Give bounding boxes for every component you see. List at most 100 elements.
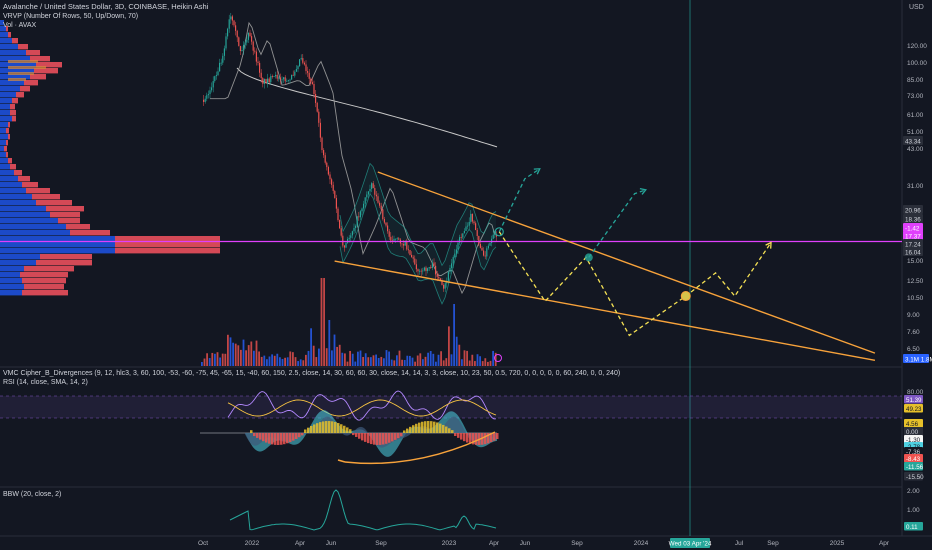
candle-body xyxy=(491,238,493,244)
candle-body xyxy=(270,76,272,83)
volume-bar xyxy=(375,354,377,366)
price-badge-label: -1.42 xyxy=(905,226,920,233)
profile-down-bar xyxy=(6,140,8,146)
candle-body xyxy=(374,188,376,195)
profile-down-bar xyxy=(12,98,18,104)
price-badge xyxy=(903,247,923,256)
volume-bar xyxy=(476,354,479,366)
ma-medium-line xyxy=(210,21,496,295)
bbw-pane xyxy=(229,489,497,531)
candle-body xyxy=(484,255,486,257)
crosshair-date-label: Wed 03 Apr '24 xyxy=(669,541,712,548)
volume-bar xyxy=(276,353,279,366)
money-flow-bar xyxy=(301,433,304,436)
volume-bar xyxy=(331,350,333,366)
money-flow-bar xyxy=(361,433,364,441)
profile-down-bar xyxy=(32,194,60,200)
channel-upper-trendline[interactable] xyxy=(377,171,876,354)
candle-body xyxy=(211,87,213,91)
profile-up-bar xyxy=(0,236,115,242)
volume-bar xyxy=(310,328,312,366)
volume-bar xyxy=(422,359,424,366)
volume-bar xyxy=(344,353,346,366)
profile-up-bar xyxy=(0,206,46,212)
osc-badge xyxy=(904,419,923,428)
indicator-settings-icon[interactable] xyxy=(494,354,502,362)
price-badge-label: 3.1M 1.8M xyxy=(905,357,932,364)
volume-profile[interactable] xyxy=(0,20,220,296)
candle-body xyxy=(292,74,294,76)
profile-up-bar xyxy=(0,230,70,236)
drawings[interactable] xyxy=(334,168,876,362)
volume-bar xyxy=(450,354,453,366)
money-flow-bar xyxy=(418,422,421,433)
projection-path-yellow[interactable] xyxy=(498,231,772,337)
moving-averages xyxy=(210,21,498,305)
profile-up-bar xyxy=(0,284,24,290)
time-tick-label: Jul xyxy=(735,540,744,547)
price-axis[interactable]: USD 120.00 100.00 85.00 73.00 61.00 51.00 43.00… xyxy=(903,4,932,531)
profile-down-bar xyxy=(16,92,24,98)
candles[interactable] xyxy=(203,12,497,293)
profile-up-bar xyxy=(0,146,4,152)
money-flow-bar xyxy=(364,433,367,442)
volume-bar xyxy=(229,337,232,366)
volume-bar xyxy=(435,361,437,366)
money-flow-bar xyxy=(442,424,445,433)
bbw-indicator-label[interactable]: BBW (20, close, 2) xyxy=(3,491,62,498)
candle-body xyxy=(219,62,221,72)
volume-bar xyxy=(398,350,401,366)
money-flow-bar xyxy=(382,433,385,445)
profile-down-bar xyxy=(6,26,8,32)
profile-down-bar xyxy=(24,80,38,86)
profile-up-bar xyxy=(0,68,34,74)
profile-up-bar xyxy=(0,152,6,158)
volume-bar xyxy=(357,351,359,366)
projection-path-teal[interactable] xyxy=(498,168,541,233)
osc-badge xyxy=(904,462,923,471)
vmc-indicator-label[interactable]: VMC Cipher_B_Divergences (9, 12, hlc3, 3… xyxy=(3,370,621,377)
profile-up-bar xyxy=(0,278,22,284)
candle-body xyxy=(321,137,323,151)
candle-body xyxy=(471,213,473,222)
volume-indicator-label[interactable]: Vol · AVAX xyxy=(3,22,37,29)
profile-up-bar xyxy=(0,86,20,92)
money-flow-bar xyxy=(268,433,271,444)
candle-body xyxy=(313,83,315,95)
profile-down-bar xyxy=(30,56,50,62)
money-flow-bar xyxy=(379,433,382,445)
candle-body xyxy=(444,283,446,289)
volume-bar xyxy=(211,352,214,366)
bbw-tick-label: 1.00 xyxy=(907,507,920,514)
time-axis[interactable]: Oct 2022 Apr Jun Sep 2023 Apr Jun Sep 2024 Jul Sep 2… xyxy=(198,538,890,548)
volume-bar xyxy=(455,336,458,366)
money-flow-bar xyxy=(256,433,259,438)
volume-bar xyxy=(273,355,276,366)
profile-down-bar xyxy=(36,62,62,68)
candle-body xyxy=(297,66,299,70)
candle-body xyxy=(388,231,390,237)
rsi-indicator-label[interactable]: RSI (14, close, SMA, 14, 2) xyxy=(3,379,88,386)
money-flow-bar xyxy=(274,433,277,445)
channel-lower-trendline[interactable] xyxy=(334,260,876,362)
candle-body xyxy=(459,237,461,243)
profile-down-bar xyxy=(22,278,66,284)
volume-bar xyxy=(294,357,297,366)
price-tick-label: 120.00 xyxy=(907,43,927,50)
profile-up-bar xyxy=(0,56,30,62)
projection-path-teal[interactable] xyxy=(588,189,647,258)
osc-tick-label: 80.00 xyxy=(907,389,924,396)
candle-body xyxy=(227,28,229,37)
profile-down-bar xyxy=(8,122,10,128)
candle-body xyxy=(396,238,398,240)
candle-body xyxy=(332,184,334,191)
volume-bar xyxy=(268,356,271,366)
vrvp-indicator-label[interactable]: VRVP (Number Of Rows, 50, Up/Down, 70) xyxy=(3,13,139,20)
volume-bar xyxy=(307,350,310,366)
money-flow-bar xyxy=(463,433,466,442)
money-flow-bar xyxy=(307,427,310,433)
volume-bar xyxy=(463,350,466,366)
profile-up-bar xyxy=(0,200,36,206)
oscillator-pane[interactable] xyxy=(0,390,902,465)
